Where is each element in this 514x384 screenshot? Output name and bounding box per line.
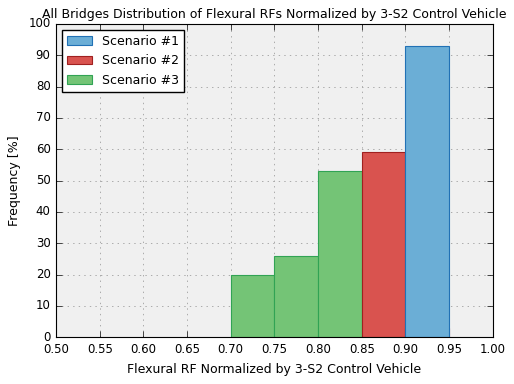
Bar	[318, 171, 362, 337]
Title: All Bridges Distribution of Flexural RFs Normalized by 3-S2 Control Vehicle: All Bridges Distribution of Flexural RFs…	[42, 8, 507, 22]
Bar	[362, 152, 406, 337]
X-axis label: Flexural RF Normalized by 3-S2 Control Vehicle: Flexural RF Normalized by 3-S2 Control V…	[127, 362, 421, 376]
Bar	[406, 46, 449, 337]
Bar	[362, 268, 406, 337]
Y-axis label: Frequency [%]: Frequency [%]	[8, 135, 22, 226]
Bar	[231, 275, 274, 337]
Bar	[406, 328, 449, 337]
Legend: Scenario #1, Scenario #2, Scenario #3: Scenario #1, Scenario #2, Scenario #3	[62, 30, 185, 92]
Bar	[274, 256, 318, 337]
